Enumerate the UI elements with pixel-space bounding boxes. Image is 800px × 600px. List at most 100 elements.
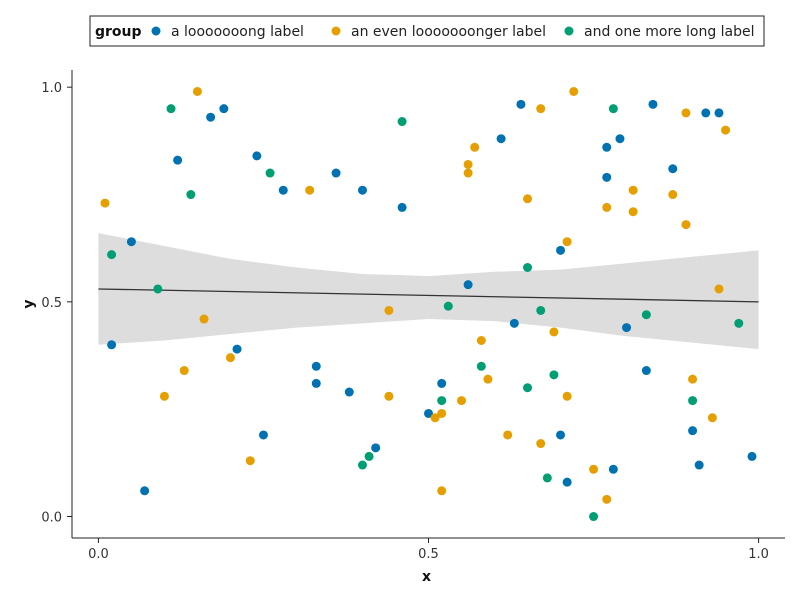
trend-line-layer	[98, 288, 759, 303]
data-point	[562, 477, 572, 487]
data-point	[463, 168, 473, 178]
data-point	[536, 439, 546, 449]
data-point	[747, 451, 757, 461]
legend-box	[89, 15, 765, 47]
x-tick-label: 0.0	[88, 547, 109, 562]
data-point	[556, 245, 566, 255]
data-point	[602, 142, 612, 152]
legend-label: a looooooong label	[171, 24, 304, 40]
data-point	[628, 207, 638, 217]
data-point	[476, 335, 486, 345]
data-point	[542, 473, 552, 483]
data-point	[100, 198, 110, 208]
data-point	[371, 443, 381, 453]
confidence-band	[98, 233, 759, 350]
data-point	[357, 185, 367, 195]
data-point	[668, 190, 678, 200]
y-tick-label: 0.5	[41, 296, 62, 311]
data-point	[549, 370, 559, 380]
data-point	[437, 378, 447, 388]
data-point	[470, 142, 480, 152]
y-tick-label: 0.0	[41, 511, 62, 526]
data-point	[668, 164, 678, 174]
legend-marker	[331, 26, 341, 36]
data-point	[437, 408, 447, 418]
legend: group a looooooong label an even looooooon…	[89, 15, 765, 47]
data-point	[424, 408, 433, 418]
data-point	[562, 237, 572, 247]
data-point	[483, 374, 493, 384]
y-axis-title: y	[21, 299, 37, 308]
data-point	[457, 396, 467, 406]
data-point	[245, 456, 255, 466]
axes-layer: 0.0 0.5 1.0 0.0 0.5 1.0 x y	[21, 70, 785, 585]
legend-title: group	[95, 24, 142, 40]
legend-marker	[564, 26, 574, 36]
data-point	[503, 430, 513, 440]
data-point	[694, 460, 704, 470]
data-point	[278, 185, 288, 195]
data-point	[536, 305, 546, 315]
data-point	[364, 451, 374, 461]
data-point	[140, 486, 150, 496]
data-point	[437, 486, 447, 496]
data-point	[734, 318, 744, 328]
data-point	[219, 104, 229, 114]
data-point	[641, 310, 651, 320]
data-point	[688, 426, 698, 436]
legend-marker	[151, 26, 161, 36]
data-point	[622, 323, 632, 333]
data-point	[265, 168, 275, 178]
data-point	[608, 104, 618, 114]
data-point	[714, 108, 724, 118]
data-point	[443, 301, 453, 311]
data-point	[602, 202, 612, 212]
data-point	[536, 104, 546, 114]
data-point	[311, 378, 321, 388]
data-point	[523, 383, 533, 393]
data-point	[701, 108, 711, 118]
x-tick-label: 0.5	[418, 547, 439, 562]
data-point	[252, 151, 262, 161]
data-point	[721, 125, 731, 135]
data-point	[232, 344, 242, 354]
data-point	[516, 99, 526, 109]
y-tick-label: 1.0	[41, 81, 62, 96]
points-layer	[100, 86, 757, 522]
data-point	[173, 155, 183, 165]
data-point	[107, 340, 117, 350]
data-point	[384, 391, 394, 401]
data-point	[344, 387, 354, 397]
data-point	[179, 366, 189, 376]
data-point	[463, 159, 473, 169]
data-point	[602, 172, 612, 182]
data-point	[192, 86, 202, 96]
data-point	[496, 134, 506, 144]
data-point	[569, 86, 579, 96]
data-point	[430, 413, 440, 423]
data-point	[186, 190, 196, 200]
data-point	[549, 327, 559, 337]
data-point	[126, 237, 136, 247]
data-point	[206, 112, 216, 122]
x-axis-title: x	[422, 569, 431, 585]
data-point	[311, 361, 321, 371]
data-point	[628, 185, 638, 195]
data-point	[437, 396, 447, 406]
data-point	[681, 220, 691, 230]
data-point	[714, 284, 724, 294]
data-point	[608, 464, 618, 474]
data-point	[707, 413, 717, 423]
legend-label: and one more long label	[584, 24, 755, 40]
data-point	[523, 263, 533, 273]
data-point	[397, 117, 407, 127]
data-point	[331, 168, 341, 178]
data-point	[225, 353, 235, 363]
data-point	[562, 391, 572, 401]
data-point	[589, 464, 599, 474]
data-point	[648, 99, 658, 109]
data-point	[688, 396, 698, 406]
data-point	[166, 104, 176, 114]
data-point	[159, 391, 169, 401]
